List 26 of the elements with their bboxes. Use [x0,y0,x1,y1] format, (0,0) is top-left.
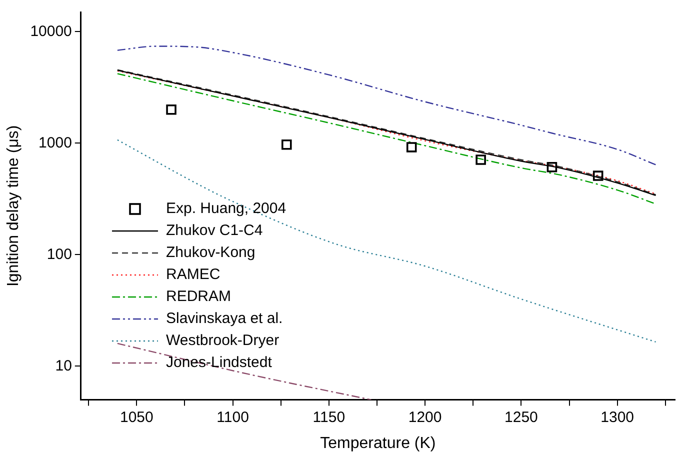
x-tick-label: 1150 [312,408,346,426]
x-axis-title: Temperature (K) [320,434,436,452]
y-tick-label: 10 [55,357,72,374]
y-tick-label: 10000 [30,22,72,40]
x-tick-label: 1300 [600,408,634,426]
x-tick-label: 1200 [408,408,442,426]
legend-label: RAMEC [166,265,220,285]
point [406,142,417,152]
x-tick-label: 1250 [504,408,538,426]
point [592,170,604,181]
x-tick-label: 1050 [120,408,154,426]
y-tick-label: 100 [46,246,72,263]
legend-label: Zhukov C1-C4 [166,221,263,241]
point [281,140,292,150]
legend-label: Zhukov-Kong [166,243,256,263]
line-series [116,46,656,166]
point [546,162,558,172]
y-tick-label: 1000 [38,134,72,152]
legend-label: REDRAM [166,287,232,307]
y-axis-title: Ignition delay time (μs) [5,125,22,287]
point [166,104,176,115]
legend-label: Exp. Huang, 2004 [166,199,286,219]
x-tick-label: 1100 [216,408,249,426]
point [476,154,486,165]
legend-label: Westbrook-Dryer [166,331,280,351]
legend-label: Slavinskaya et al. [166,309,283,329]
